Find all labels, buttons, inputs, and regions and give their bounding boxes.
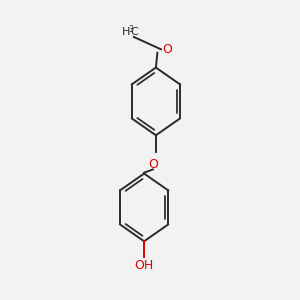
Text: H: H <box>122 27 130 37</box>
Text: O: O <box>162 44 172 56</box>
Text: C: C <box>131 27 139 37</box>
Text: 3: 3 <box>128 25 133 34</box>
Text: OH: OH <box>134 259 154 272</box>
Text: O: O <box>148 158 158 171</box>
